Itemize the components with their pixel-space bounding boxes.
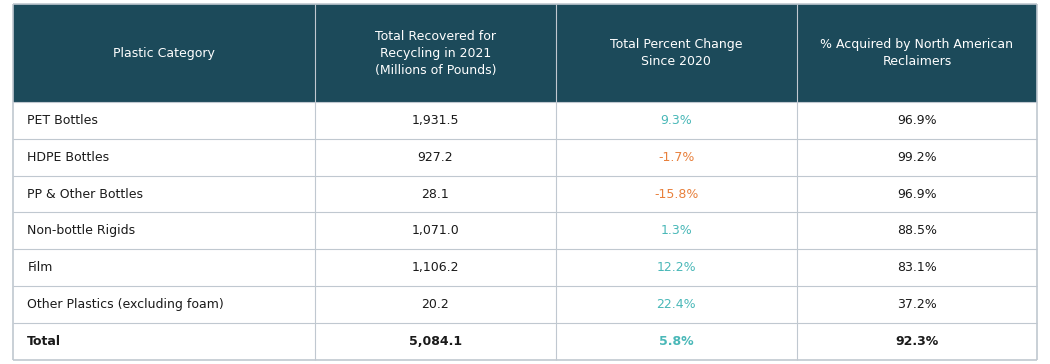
Text: 96.9%: 96.9% (897, 114, 937, 127)
Text: 96.9%: 96.9% (897, 187, 937, 201)
Text: -15.8%: -15.8% (654, 187, 698, 201)
Text: Total Recovered for
Recycling in 2021
(Millions of Pounds): Total Recovered for Recycling in 2021 (M… (375, 30, 496, 77)
Text: 28.1: 28.1 (421, 187, 449, 201)
Text: 1,071.0: 1,071.0 (412, 224, 459, 237)
Bar (13, 176, 1037, 213)
Text: 88.5%: 88.5% (897, 224, 937, 237)
Text: 12.2%: 12.2% (656, 261, 696, 274)
Bar (13, 286, 1037, 323)
Text: Non-bottle Rigids: Non-bottle Rigids (27, 224, 135, 237)
Text: 5.8%: 5.8% (658, 335, 693, 348)
Text: 927.2: 927.2 (418, 151, 454, 164)
Text: % Acquired by North American
Reclaimers: % Acquired by North American Reclaimers (820, 38, 1013, 68)
Text: 1.3%: 1.3% (660, 224, 692, 237)
Bar (13, 139, 1037, 176)
Text: PP & Other Bottles: PP & Other Bottles (27, 187, 143, 201)
Text: 20.2: 20.2 (421, 298, 449, 311)
Text: Total: Total (27, 335, 61, 348)
Bar (13, 249, 1037, 286)
Text: 5,084.1: 5,084.1 (408, 335, 462, 348)
Text: Total Percent Change
Since 2020: Total Percent Change Since 2020 (610, 38, 742, 68)
Text: 37.2%: 37.2% (897, 298, 937, 311)
Bar (13, 102, 1037, 139)
Text: Other Plastics (excluding foam): Other Plastics (excluding foam) (27, 298, 224, 311)
Text: HDPE Bottles: HDPE Bottles (27, 151, 109, 164)
Text: 83.1%: 83.1% (897, 261, 937, 274)
Text: -1.7%: -1.7% (658, 151, 694, 164)
Text: 22.4%: 22.4% (656, 298, 696, 311)
Bar (13, 213, 1037, 249)
Bar (13, 4, 1037, 102)
Text: 9.3%: 9.3% (660, 114, 692, 127)
Text: Film: Film (27, 261, 52, 274)
Text: 1,106.2: 1,106.2 (412, 261, 459, 274)
Text: PET Bottles: PET Bottles (27, 114, 99, 127)
Text: 99.2%: 99.2% (897, 151, 937, 164)
Text: 92.3%: 92.3% (896, 335, 939, 348)
Text: Plastic Category: Plastic Category (112, 47, 214, 60)
Text: 1,931.5: 1,931.5 (412, 114, 459, 127)
Bar (13, 323, 1037, 360)
